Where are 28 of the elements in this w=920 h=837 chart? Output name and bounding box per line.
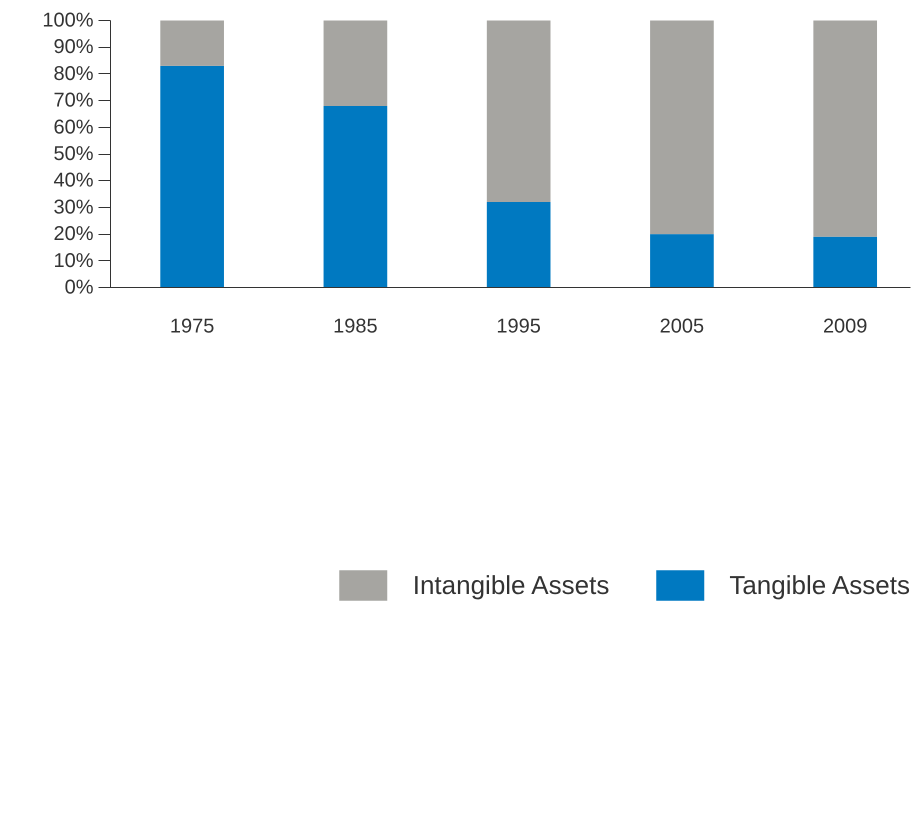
y-tick-label: 90% — [53, 36, 94, 58]
legend-label: Tangible Assets — [729, 570, 910, 600]
bar — [486, 202, 550, 288]
y-tick-label: 0% — [64, 276, 94, 298]
y-tick-label: 50% — [53, 143, 94, 165]
bar — [324, 106, 388, 288]
x-tick-label: 2009 — [822, 316, 868, 338]
y-tick-label: 30% — [53, 196, 94, 218]
y-tick-label: 60% — [53, 116, 94, 138]
bar — [324, 20, 388, 106]
bar — [650, 234, 714, 288]
x-tick-label: 1975 — [170, 316, 214, 338]
bar — [160, 20, 224, 66]
bar — [486, 20, 550, 202]
x-tick-label: 1985 — [333, 316, 378, 338]
x-tick-label: 1995 — [496, 316, 541, 338]
y-tick-label: 70% — [53, 90, 94, 112]
y-tick-label: 100% — [42, 10, 94, 32]
bar — [813, 20, 878, 237]
y-tick-label: 20% — [53, 223, 94, 246]
x-tick-label: 2005 — [660, 316, 704, 338]
bar — [160, 66, 224, 288]
legend-label: Intangible Assets — [412, 570, 610, 600]
y-tick-label: 10% — [53, 250, 94, 272]
bar — [650, 20, 714, 234]
y-tick-label: 40% — [53, 170, 94, 192]
y-tick-label: 80% — [53, 62, 94, 85]
bar — [813, 236, 878, 288]
